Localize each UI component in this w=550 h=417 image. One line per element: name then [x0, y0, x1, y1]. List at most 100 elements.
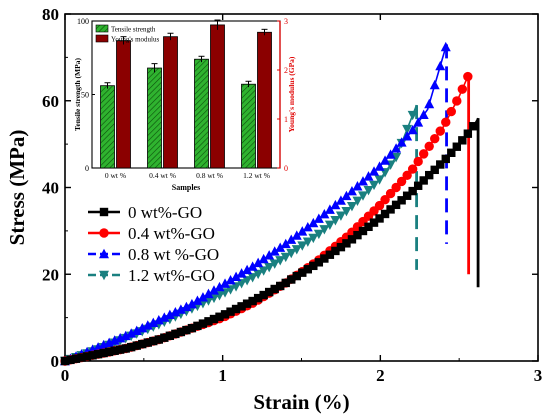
data-point [335, 211, 346, 221]
y-tick-label: 0 [51, 352, 60, 371]
data-point [120, 330, 131, 341]
data-point [203, 288, 214, 299]
data-point [287, 275, 296, 284]
data-point [248, 296, 257, 306]
data-point [99, 228, 109, 238]
data-point [164, 309, 175, 320]
data-point [154, 335, 164, 344]
inset-category-label: 0 wt % [105, 171, 126, 180]
data-point [99, 248, 109, 259]
data-point [352, 181, 363, 191]
data-point [231, 271, 242, 281]
data-point [291, 230, 302, 240]
data-point [121, 344, 130, 353]
data-point [407, 110, 418, 121]
tensile-bar [147, 67, 162, 169]
data-point [425, 170, 434, 180]
data-point [270, 284, 279, 294]
data-point [143, 338, 152, 347]
data-point [324, 204, 335, 214]
data-point [419, 176, 428, 185]
inset-left-title: Tensile strength (MPa) [73, 58, 82, 131]
data-point [247, 273, 258, 283]
data-point [336, 242, 346, 252]
data-point [253, 293, 263, 303]
data-point [309, 261, 318, 271]
data-point [435, 60, 446, 71]
x-tick-label: 3 [534, 366, 543, 385]
data-point [175, 304, 186, 314]
data-point [402, 191, 412, 200]
data-point [132, 341, 141, 350]
legend-label: 0.8 wt %-GO [128, 245, 219, 264]
data-point [352, 196, 363, 207]
data-point [197, 292, 208, 302]
inset-category-label: 0.8 wt % [196, 171, 223, 180]
data-point [324, 220, 335, 231]
data-point [447, 148, 456, 157]
x-tick-label: 2 [376, 366, 385, 385]
data-point [457, 84, 468, 94]
data-point [391, 200, 401, 210]
data-point [110, 346, 119, 355]
data-point [60, 356, 70, 366]
series-2 [60, 41, 451, 366]
inset-legend-label: Tensile strength [111, 26, 156, 34]
inset-left-tick-label: 0 [85, 164, 89, 173]
data-point [138, 339, 147, 349]
data-point [407, 164, 418, 174]
data-point [137, 322, 148, 333]
data-point [335, 195, 346, 205]
data-point [127, 342, 136, 352]
data-point [286, 248, 297, 259]
data-point [264, 262, 275, 273]
inset-left-tick-label: 100 [77, 17, 89, 26]
data-point [369, 218, 379, 227]
data-point [297, 241, 308, 251]
data-point [82, 352, 92, 361]
data-point [319, 225, 330, 235]
modulus-bar [163, 36, 178, 169]
inset-right-tick-label: 3 [284, 17, 288, 26]
data-point [436, 160, 445, 169]
data-point [142, 320, 153, 330]
data-point [357, 191, 368, 201]
data-point [330, 216, 341, 226]
data-point [275, 256, 286, 266]
data-point [225, 275, 236, 285]
data-point [160, 333, 169, 342]
data-point [396, 137, 407, 147]
data-point [104, 347, 114, 357]
tensile-bar [241, 83, 256, 169]
data-point [413, 156, 423, 167]
data-point [237, 302, 246, 311]
data-point [149, 336, 158, 346]
data-point [171, 329, 180, 339]
x-tick-label: 1 [218, 366, 227, 385]
data-point [280, 252, 291, 263]
data-point [236, 268, 247, 278]
data-point [341, 190, 352, 201]
data-point [386, 205, 395, 214]
data-point [374, 175, 385, 185]
data-point [298, 268, 307, 277]
data-point [364, 222, 373, 232]
data-point [253, 269, 264, 280]
modulus-bar [257, 31, 272, 169]
data-point [407, 124, 418, 135]
data-point [297, 226, 308, 236]
data-point [435, 126, 445, 136]
data-point [408, 186, 417, 196]
data-point [99, 207, 109, 217]
data-point [446, 106, 456, 117]
data-point [215, 312, 224, 321]
data-point [353, 230, 362, 240]
data-point [469, 122, 478, 131]
data-point [193, 321, 202, 331]
inset-right-tick-label: 2 [284, 66, 288, 75]
data-point [269, 246, 280, 256]
data-point [186, 298, 197, 309]
data-point [441, 117, 451, 127]
data-point [380, 155, 391, 165]
